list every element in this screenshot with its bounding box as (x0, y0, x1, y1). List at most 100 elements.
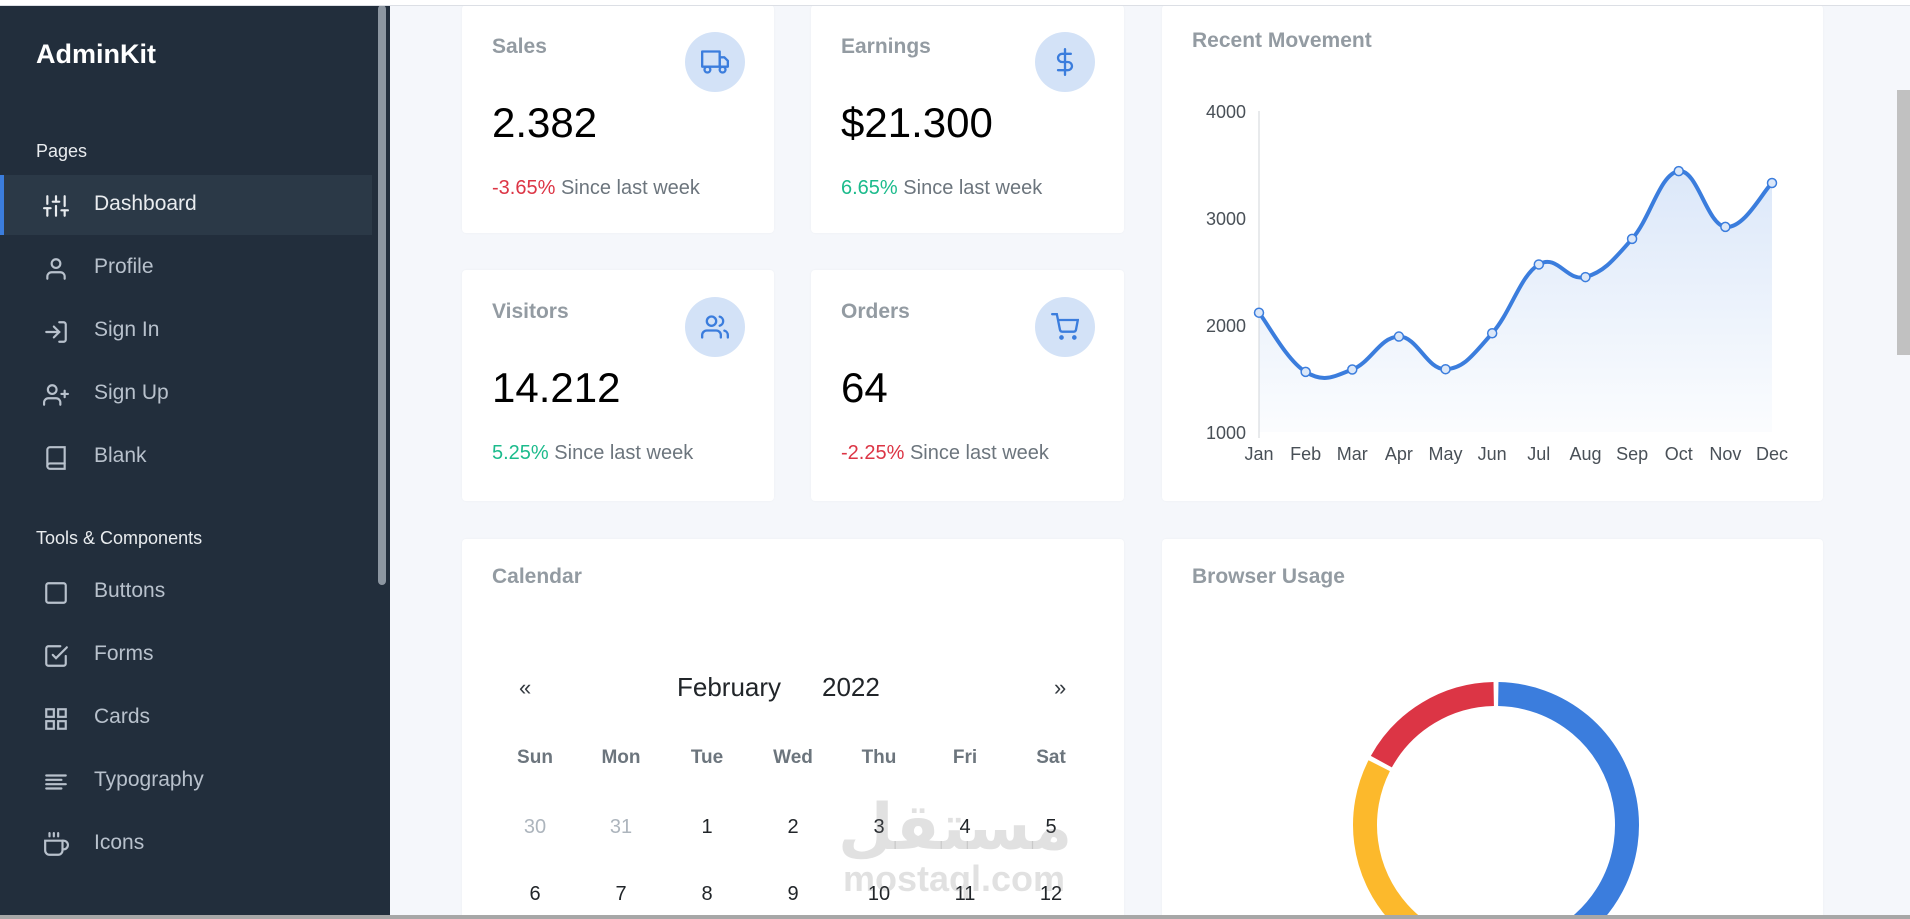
orders-card: Orders 64 -2.25% Since last week (811, 270, 1124, 501)
change-percent: -3.65% (492, 177, 556, 199)
data-point[interactable] (1533, 259, 1545, 270)
calendar-day[interactable]: 5 (1045, 816, 1057, 838)
x-tick-label: Jul (1527, 444, 1550, 464)
data-point[interactable] (1300, 366, 1311, 378)
card-title: Calendar (492, 565, 582, 588)
sidebar-item-forms[interactable]: Forms (0, 625, 372, 685)
calendar-day[interactable]: 11 (954, 883, 976, 905)
change-percent: -2.25% (841, 442, 905, 464)
truck-icon (685, 32, 745, 92)
card-title: Earnings (841, 35, 931, 58)
sidebar-item-cards[interactable]: Cards (0, 688, 372, 748)
calendar-year[interactable]: 2022 (822, 672, 880, 702)
data-point[interactable] (1720, 221, 1731, 233)
card-title: Visitors (492, 300, 569, 323)
data-point[interactable] (1766, 177, 1778, 189)
stat-change: -3.65% Since last week (492, 177, 700, 200)
weekday-label: Fri (952, 747, 978, 768)
check-square-icon (45, 645, 68, 667)
top-border (0, 0, 1910, 6)
sidebar-item-label: Icons (94, 831, 145, 854)
data-point[interactable] (1626, 233, 1638, 245)
calendar-day[interactable]: 6 (529, 883, 541, 905)
sidebar-header-tools: Tools & Components (36, 528, 203, 548)
stat-value: 2.382 (492, 99, 598, 146)
calendar-day[interactable]: 10 (867, 883, 891, 905)
weekday-label: Thu (861, 747, 897, 768)
coffee-icon (44, 832, 69, 856)
earnings-card: Earnings $21.300 6.65% Since last week (811, 5, 1124, 233)
browser-card: Browser Usage (1162, 539, 1823, 919)
stat-value: $21.300 (841, 99, 993, 146)
sidebar-item-label: Profile (94, 255, 154, 278)
calendar-day[interactable]: 7 (615, 883, 627, 905)
browser-donut-chart (1353, 682, 1639, 919)
change-percent: 6.65% (841, 177, 898, 199)
calendar-day[interactable]: 3 (873, 816, 885, 838)
sidebar-scrollbar[interactable] (378, 5, 386, 585)
x-tick-label: Sep (1616, 444, 1648, 464)
stat-change: -2.25% Since last week (841, 442, 1049, 465)
calendar-day[interactable]: 31 (609, 816, 633, 838)
main-scrollbar[interactable] (1897, 90, 1910, 355)
y-tick-label: 3000 (1206, 209, 1246, 229)
sidebar-header-pages: Pages (36, 141, 88, 161)
x-tick-label: Nov (1709, 444, 1741, 464)
sidebar-item-typography[interactable]: Typography (0, 751, 372, 811)
x-tick-label: Mar (1337, 444, 1368, 464)
pie-slice[interactable] (1497, 682, 1639, 919)
series-area (1259, 171, 1772, 432)
card-title: Sales (492, 35, 547, 58)
sidebar-item-sign-up[interactable]: Sign Up (0, 364, 372, 424)
data-point[interactable] (1673, 165, 1684, 177)
users-icon (685, 297, 745, 357)
calendar-prev-button[interactable]: « (519, 675, 532, 700)
card-title: Browser Usage (1192, 565, 1345, 588)
sidebar: AdminKit Pages Dashboard Profile Sign In… (0, 5, 390, 919)
change-since: Since last week (903, 177, 1043, 199)
calendar-next-button[interactable]: » (1054, 675, 1067, 700)
sidebar-item-label: Sign In (94, 318, 160, 341)
align-left-icon (45, 774, 67, 790)
sidebar-item-label: Buttons (94, 579, 166, 602)
change-since: Since last week (560, 177, 700, 199)
pie-slice[interactable] (1370, 682, 1495, 768)
book-icon (46, 446, 66, 470)
change-since: Since last week (909, 442, 1049, 464)
sidebar-item-dashboard[interactable]: Dashboard (0, 175, 372, 235)
calendar-day[interactable]: 12 (1039, 883, 1063, 905)
y-tick-label: 1000 (1206, 423, 1246, 443)
card-title: Recent Movement (1192, 29, 1372, 52)
calendar-day[interactable]: 30 (523, 816, 547, 838)
visitors-card: Visitors 14.212 5.25% Since last week (462, 270, 774, 501)
calendar-day[interactable]: 4 (959, 816, 971, 838)
brand-logo[interactable]: AdminKit (36, 39, 156, 69)
calendar-month[interactable]: February (677, 672, 782, 702)
calendar-day[interactable]: 9 (787, 883, 799, 905)
x-tick-label: May (1429, 444, 1463, 464)
x-tick-label: Jun (1478, 444, 1507, 464)
user-plus-icon (43, 384, 69, 406)
calendar-day[interactable]: 1 (701, 816, 713, 838)
sidebar-item-sign-in[interactable]: Sign In (0, 301, 372, 361)
sidebar-item-buttons[interactable]: Buttons (0, 562, 372, 622)
data-point[interactable] (1347, 364, 1358, 375)
sidebar-item-blank[interactable]: Blank (0, 427, 372, 487)
calendar-day[interactable]: 2 (787, 816, 799, 838)
sidebar-item-profile[interactable]: Profile (0, 238, 372, 298)
bottom-border (0, 915, 1910, 919)
sidebar-item-icons[interactable]: Icons (0, 814, 372, 874)
data-point[interactable] (1486, 327, 1498, 339)
weekday-label: Mon (601, 747, 641, 768)
x-tick-label: Feb (1290, 444, 1321, 464)
change-percent: 5.25% (492, 442, 549, 464)
calendar-day[interactable]: 8 (701, 883, 713, 905)
data-point[interactable] (1580, 271, 1591, 283)
sidebar-item-label: Sign Up (94, 381, 169, 404)
data-point[interactable] (1253, 307, 1265, 318)
data-point[interactable] (1393, 331, 1405, 342)
stat-value: 64 (841, 364, 888, 411)
pie-slice[interactable] (1353, 760, 1542, 919)
weekday-label: Tue (690, 747, 724, 768)
data-point[interactable] (1440, 363, 1451, 375)
